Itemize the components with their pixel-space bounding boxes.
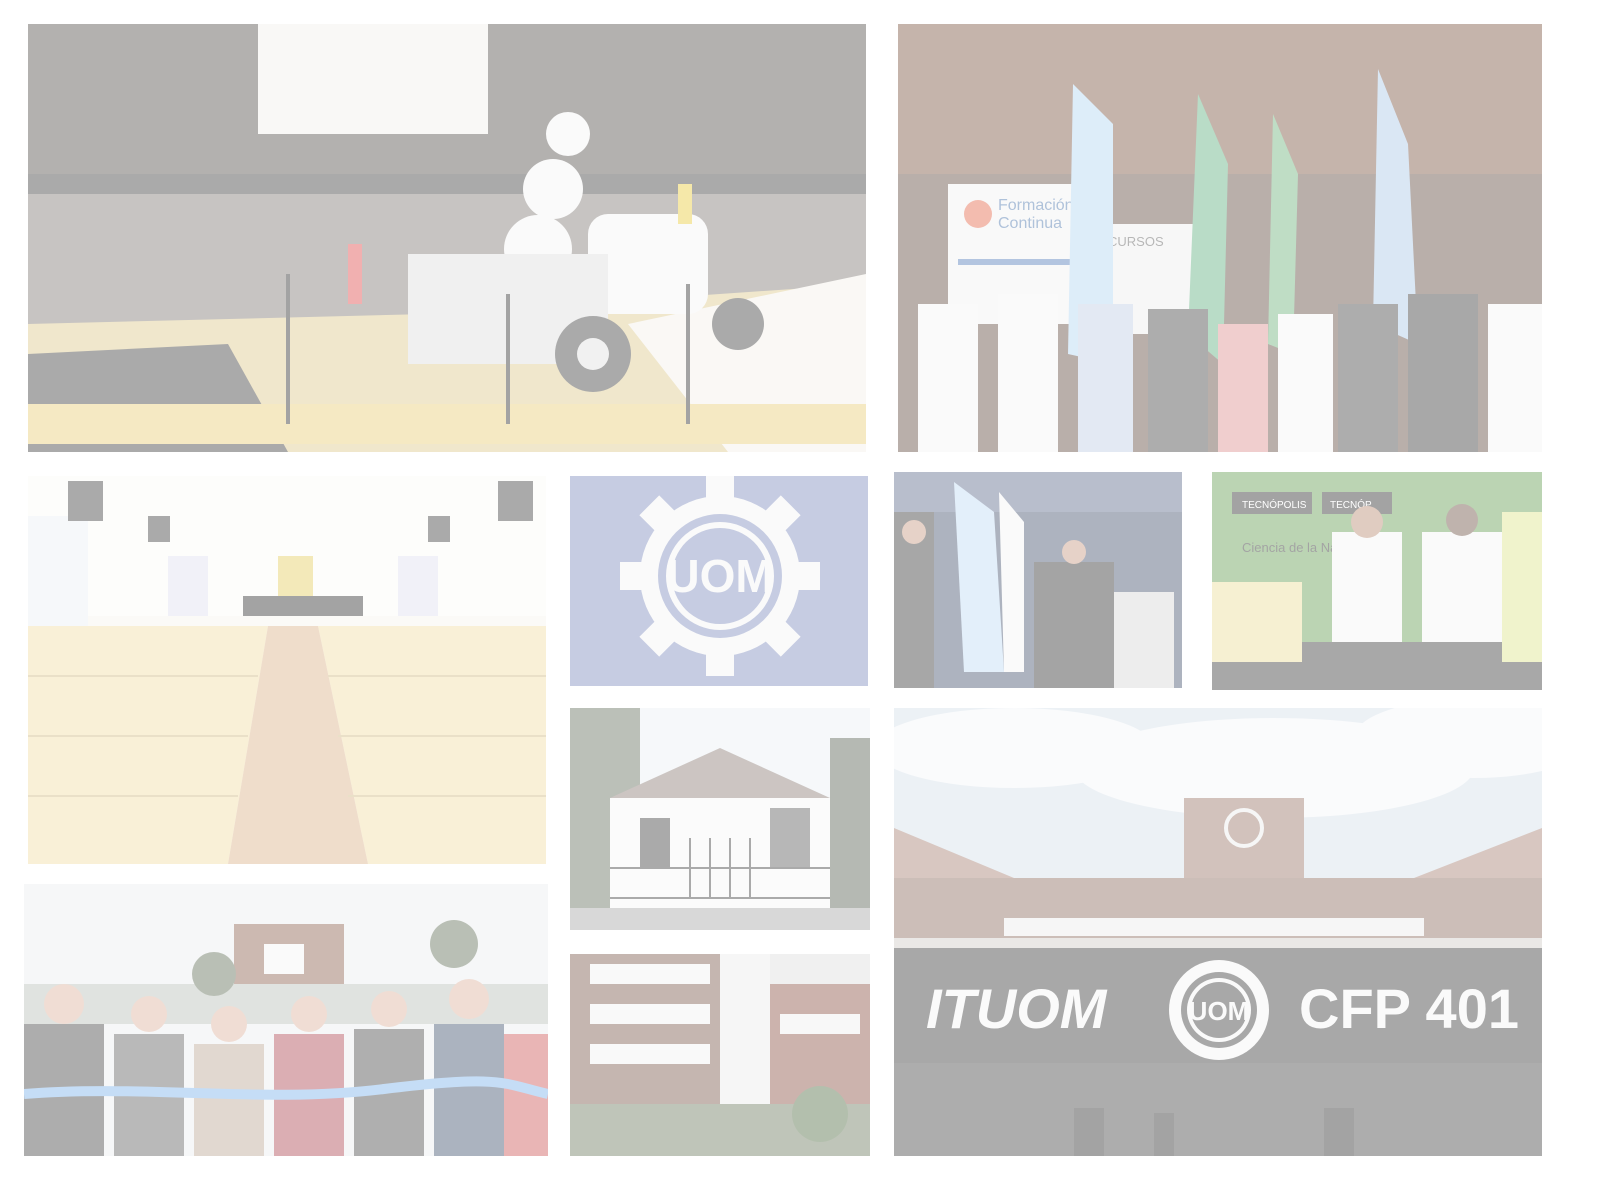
sign-cfp: CFP 401 [1299,977,1519,1040]
uom-monogram: UOM [666,550,773,602]
banner-formacion-line1: Formación [998,197,1074,214]
uom-logo-tile: UOM [570,476,868,686]
banner-tecnopolis: TECNÓPOLIS [1242,498,1307,511]
photo-indoor-ceremony [894,472,1182,688]
photo-lego-robot [28,24,866,452]
banner-ciencia: Ciencia de la Nación [1242,540,1361,555]
banner-tecnop: TECNÓP [1330,498,1372,511]
sign-uom-monogram: UOM [1189,996,1250,1026]
photo-white-house [570,708,870,930]
photo-flag-ceremony-group: Formación Continua CURSOS [898,24,1542,452]
photo-students-expo: TECNÓPOLIS TECNÓP Ciencia de la Nación [1212,472,1542,690]
photo-ribbon-cutting [24,884,548,1156]
sign-ituom: ITUOM [926,977,1108,1040]
photo-auditorium [28,476,546,864]
poster-cursos: CURSOS [1108,234,1164,249]
banner-formacion-line2: Continua [998,215,1062,232]
photo-institute-sign: ITUOM UOM CFP 401 [894,708,1542,1156]
photo-building-courtyard [570,954,870,1156]
